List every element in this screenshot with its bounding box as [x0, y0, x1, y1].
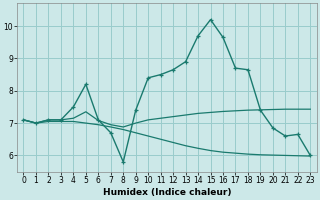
X-axis label: Humidex (Indice chaleur): Humidex (Indice chaleur): [103, 188, 231, 197]
